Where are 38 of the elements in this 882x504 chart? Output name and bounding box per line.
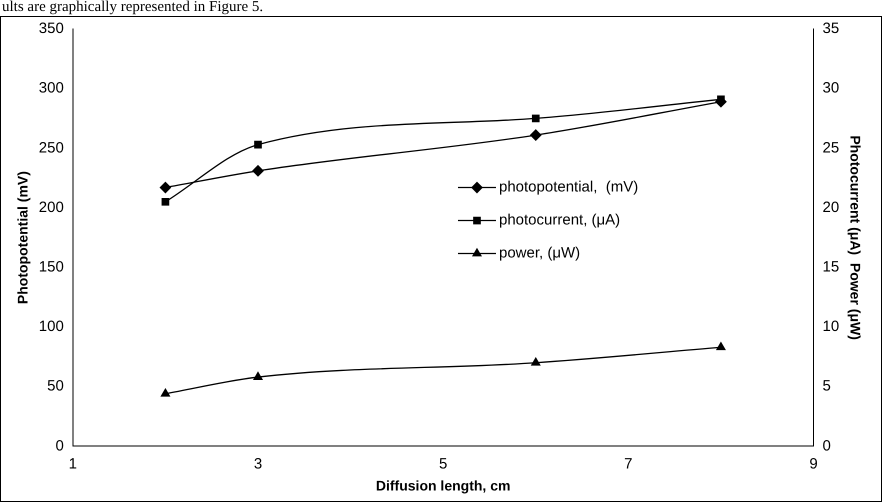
legend-label: power, (μW) [498, 244, 580, 262]
y2-tick-label: 5 [822, 378, 831, 395]
y2-tick-label: 10 [822, 318, 840, 336]
point [531, 358, 540, 366]
y2-tick-label: 15 [822, 258, 840, 276]
point [160, 388, 170, 397]
y2-tick-label: 25 [822, 139, 840, 156]
y-tick-label: 0 [55, 437, 64, 454]
y-tick-label: 100 [38, 318, 64, 336]
text: ults are graphically represented in Figure 5. [1, 0, 264, 16]
y2-tick-label: 0 [822, 437, 831, 454]
y2-tick-label: 30 [822, 80, 840, 97]
x-tick-label: 7 [624, 455, 633, 472]
point [716, 342, 726, 350]
y-tick-label: 200 [38, 198, 64, 216]
y2-axis-title: Photocurrent (μA) Power (μW) [848, 135, 864, 340]
x-tick-label: 3 [254, 455, 262, 472]
legend-label: photopotential, (mV) [498, 178, 638, 196]
point [160, 182, 172, 194]
x-tick-label: 5 [439, 455, 448, 472]
x-tick-label: 1 [68, 455, 77, 472]
point [253, 372, 263, 380]
y-axis-title: Photopotential (mV) [14, 171, 30, 304]
point [162, 198, 170, 206]
y-tick-label: 250 [38, 139, 64, 156]
y2-tick-label: 20 [822, 198, 840, 216]
y-tick-label: 150 [38, 258, 64, 276]
x-axis-title: Diffusion length, cm [376, 477, 510, 494]
point [530, 129, 542, 141]
point [532, 114, 540, 122]
y-tick-label: 50 [47, 378, 64, 395]
x-tick-label: 9 [809, 455, 818, 472]
y-tick-label: 350 [38, 20, 64, 38]
y2-tick-label: 35 [822, 20, 840, 38]
legend-label: photocurrent, (μA) [498, 212, 620, 229]
point [252, 165, 264, 176]
point [254, 140, 262, 148]
y-tick-label: 300 [38, 80, 64, 97]
